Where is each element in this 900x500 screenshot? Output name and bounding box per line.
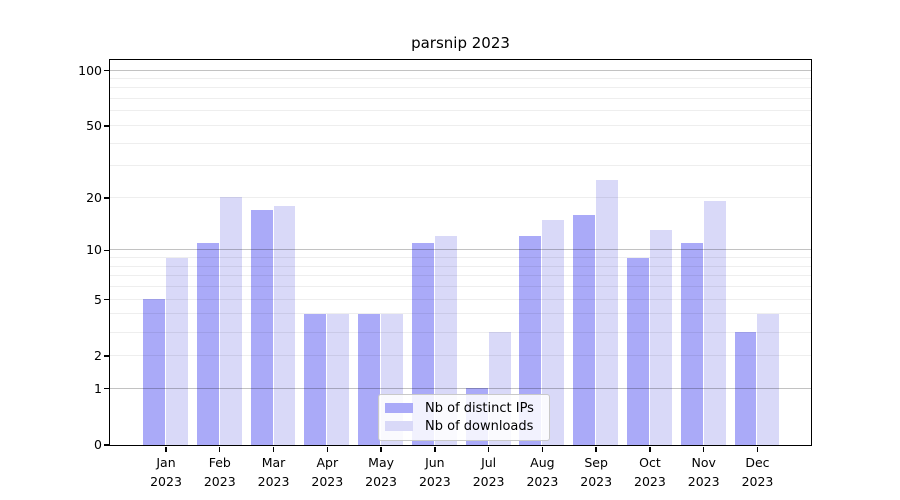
- x-tick-mark-jan: [165, 446, 167, 452]
- bar-distinct-ips-nov: [680, 242, 703, 445]
- legend-label-distinct-ips: Nb of distinct IPs: [425, 400, 534, 416]
- x-tick-mark-dec: [756, 446, 759, 452]
- x-tick-label-aug: Aug 2023: [526, 455, 559, 489]
- x-tick-label-mar: Mar 2023: [257, 455, 290, 489]
- x-tick-mark-jul: [487, 446, 490, 452]
- gridline-5: [109, 298, 811, 300]
- bar-downloads-apr: [327, 313, 350, 445]
- gridline-9: [109, 257, 811, 259]
- y-tick-label-50: 50: [86, 117, 102, 133]
- x-tick-mark-feb: [219, 446, 221, 452]
- x-tick-mark-aug: [541, 446, 544, 452]
- x-tick-label-oct: Oct 2023: [634, 455, 666, 489]
- bar-distinct-ips-dec: [734, 332, 757, 445]
- x-tick-label-dec: Dec 2023: [741, 455, 774, 489]
- bar-downloads-mar: [273, 205, 296, 445]
- x-tick-label-jul: Jul 2023: [472, 455, 505, 489]
- legend-swatch-downloads: [385, 421, 413, 431]
- gridline-40: [109, 142, 811, 144]
- y-tick-mark-0: [104, 444, 110, 446]
- x-tick-label-nov: Nov 2023: [687, 455, 720, 489]
- bar-distinct-ips-oct: [627, 257, 649, 445]
- bar-distinct-ips-jan: [143, 299, 165, 445]
- legend: Nb of distinct IPs Nb of downloads: [378, 394, 550, 441]
- x-tick-mark-apr: [326, 446, 328, 452]
- bar-distinct-ips-mar: [250, 209, 273, 445]
- x-tick-label-jun: Jun 2023: [418, 455, 451, 489]
- bar-distinct-ips-apr: [304, 313, 327, 445]
- x-tick-label-feb: Feb 2023: [203, 455, 236, 489]
- y-tick-mark-100: [104, 69, 110, 72]
- x-tick-mark-may: [380, 446, 382, 452]
- bar-downloads-dec: [757, 313, 780, 445]
- y-tick-mark-10: [104, 249, 110, 252]
- x-tick-mark-mar: [272, 446, 275, 452]
- plot-area: [108, 58, 812, 446]
- y-tick-mark-2: [104, 355, 110, 357]
- gridline-100: [109, 69, 811, 71]
- y-tick-mark-20: [104, 197, 110, 199]
- x-tick-mark-oct: [649, 446, 651, 452]
- x-tick-mark-nov: [703, 446, 705, 452]
- legend-label-downloads: Nb of downloads: [425, 418, 534, 434]
- x-tick-mark-sep: [595, 446, 597, 452]
- x-tick-label-apr: Apr 2023: [311, 455, 344, 489]
- y-tick-label-100: 100: [78, 62, 102, 78]
- gridline-20: [109, 196, 811, 198]
- legend-swatch-distinct-ips: [385, 403, 413, 413]
- legend-entry-distinct-ips: Nb of distinct IPs: [385, 399, 541, 417]
- y-tick-label-10: 10: [86, 242, 102, 258]
- x-tick-label-may: May 2023: [365, 455, 397, 489]
- gridline-8: [109, 265, 811, 267]
- y-tick-label-20: 20: [86, 189, 102, 205]
- y-tick-mark-50: [104, 125, 110, 127]
- gridline-4: [109, 313, 811, 315]
- gridline-60: [109, 110, 811, 112]
- gridline-30: [109, 165, 811, 167]
- x-tick-label-jan: Jan 2023: [150, 455, 182, 489]
- x-tick-mark-jun: [434, 446, 436, 452]
- bar-distinct-ips-aug: [519, 236, 542, 445]
- gridline-70: [109, 98, 811, 100]
- bar-distinct-ips-feb: [196, 242, 219, 445]
- gridline-1: [109, 387, 811, 389]
- bar-downloads-aug: [542, 219, 565, 445]
- gridline-10: [109, 249, 811, 251]
- gridline-2: [109, 354, 811, 356]
- gridline-7: [109, 275, 811, 277]
- bar-downloads-oct: [649, 230, 672, 445]
- bar-distinct-ips-sep: [573, 214, 596, 445]
- y-tick-label-1: 1: [94, 380, 102, 396]
- gridline-50: [109, 124, 811, 126]
- bar-downloads-jun: [434, 236, 457, 445]
- y-tick-mark-1: [104, 388, 110, 390]
- legend-entry-downloads: Nb of downloads: [385, 417, 541, 435]
- y-tick-label-0: 0: [94, 437, 102, 452]
- chart-title: parsnip 2023: [411, 34, 510, 52]
- bar-distinct-ips-may: [358, 313, 381, 445]
- gridline-80: [109, 87, 811, 89]
- bar-downloads-sep: [596, 180, 619, 445]
- y-tick-label-5: 5: [94, 291, 102, 307]
- gridline-6: [109, 286, 811, 288]
- gridline-90: [109, 77, 811, 79]
- bar-downloads-jan: [166, 257, 188, 445]
- bar-downloads-nov: [703, 201, 726, 445]
- gridline-3: [109, 331, 811, 333]
- y-tick-label-2: 2: [94, 347, 102, 363]
- y-tick-mark-5: [104, 298, 110, 301]
- bar-downloads-feb: [219, 197, 242, 445]
- x-tick-label-sep: Sep 2023: [580, 455, 613, 489]
